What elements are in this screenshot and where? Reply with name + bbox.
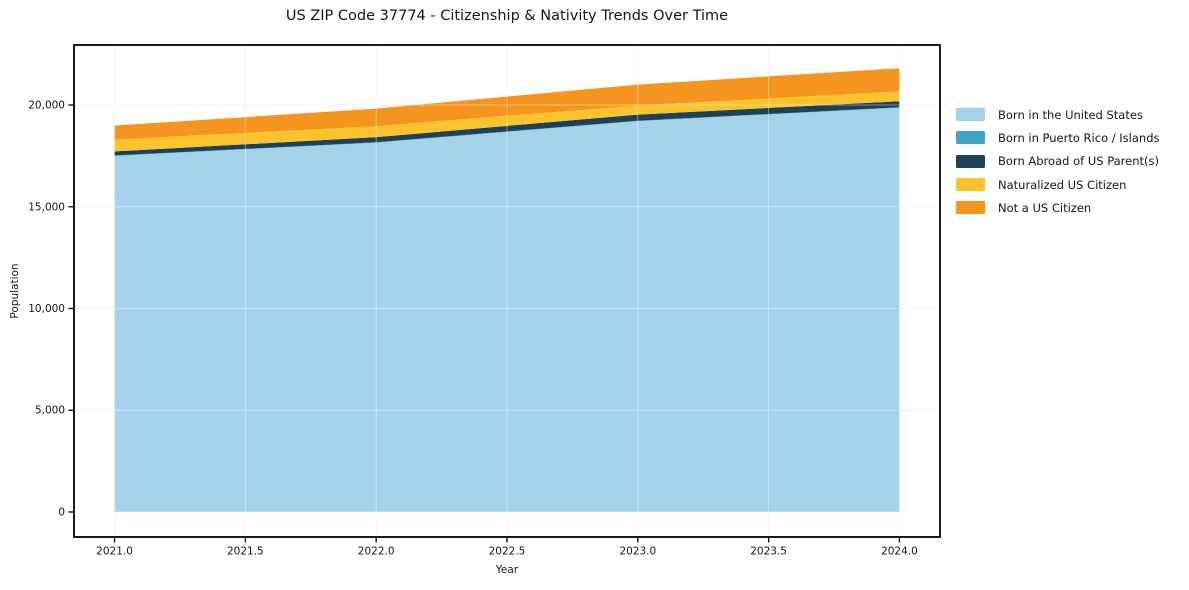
x-axis-tick-label: 2021.0 <box>96 546 133 558</box>
legend-label: Not a US Citizen <box>998 200 1092 215</box>
legend-swatch <box>956 108 985 122</box>
y-axis-tick-label: 10,000 <box>28 303 65 315</box>
x-axis-tick-label: 2023.5 <box>750 546 787 558</box>
legend-label: Born in Puerto Rico / Islands <box>998 130 1160 145</box>
legend-item: Naturalized US Citizen <box>956 173 1184 196</box>
y-axis-title: Population <box>9 263 21 319</box>
legend-item: Born in Puerto Rico / Islands <box>956 126 1184 149</box>
legend-item: Born Abroad of US Parent(s) <box>956 150 1184 173</box>
area-series-4 <box>114 68 900 140</box>
y-axis-tick-label: 5,000 <box>35 405 65 417</box>
x-axis-tick-label: 2022.5 <box>489 546 526 558</box>
legend-item: Born in the United States <box>956 103 1184 126</box>
x-axis-tick-label: 2023.0 <box>619 546 656 558</box>
y-axis-tick-label: 15,000 <box>28 201 65 213</box>
area-series-1 <box>114 107 900 156</box>
chart-title: US ZIP Code 37774 - Citizenship & Nativi… <box>285 8 729 24</box>
legend-label: Born in the United States <box>998 107 1143 122</box>
x-axis-tick-label: 2021.5 <box>227 546 264 558</box>
y-axis-tick-label: 0 <box>58 506 65 518</box>
x-axis-title: Year <box>495 564 519 576</box>
legend-item: Not a US Citizen <box>956 196 1184 219</box>
legend-swatch <box>956 201 985 215</box>
legend: Born in the United States Born in Puerto … <box>956 103 1184 219</box>
legend-swatch <box>956 178 985 192</box>
x-axis-tick-label: 2022.0 <box>358 546 395 558</box>
legend-swatch <box>956 131 985 145</box>
x-axis-tick-label: 2024.0 <box>881 546 918 558</box>
area-series-2 <box>114 101 900 156</box>
y-axis-tick-label: 20,000 <box>28 100 65 112</box>
legend-label: Naturalized US Citizen <box>998 177 1127 192</box>
legend-swatch <box>956 154 985 168</box>
legend-label: Born Abroad of US Parent(s) <box>998 154 1159 169</box>
area-series-0 <box>114 107 900 512</box>
area-series-3 <box>114 91 900 152</box>
